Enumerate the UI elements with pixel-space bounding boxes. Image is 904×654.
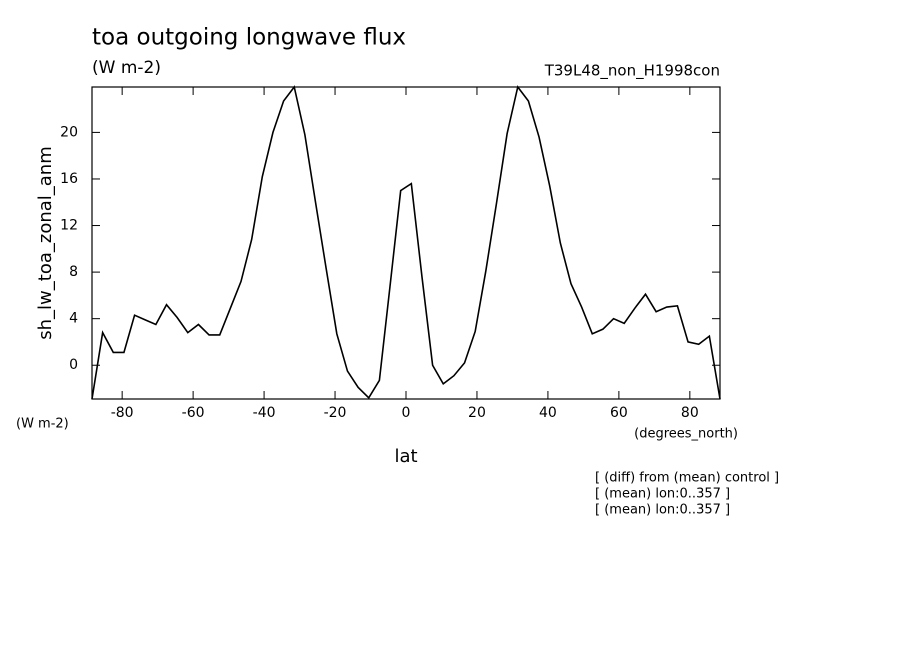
note: [ (mean) lon:0..357 ] — [595, 503, 730, 518]
x-axis-label: lat — [394, 446, 417, 467]
plot-frame — [91, 86, 721, 400]
note: [ (diff) from (mean) control ] — [595, 471, 779, 486]
x-tick-label: -20 — [324, 405, 347, 421]
x-tick-label: 20 — [468, 405, 486, 421]
y-tick-label: 20 — [60, 124, 78, 140]
data-line — [91, 85, 721, 400]
y-tick-label: 0 — [69, 357, 78, 373]
x-tick-label: 80 — [681, 405, 699, 421]
y-tick-label: 16 — [60, 171, 78, 187]
y-axis-units: (W m-2) — [16, 417, 69, 432]
x-tick-label: -60 — [182, 405, 205, 421]
x-axis-units: (degrees_north) — [634, 427, 738, 442]
y-tick-label: 12 — [60, 218, 78, 234]
x-tick-label: -40 — [253, 405, 276, 421]
x-tick-label: 60 — [610, 405, 628, 421]
x-tick-label: -80 — [111, 405, 134, 421]
x-tick-label: 40 — [539, 405, 557, 421]
chart-title: toa outgoing longwave flux — [92, 25, 406, 51]
x-tick-label: 0 — [402, 405, 411, 421]
dataset-label: T39L48_non_H1998con — [544, 62, 720, 81]
y-tick-label: 8 — [69, 264, 78, 280]
y-tick-label: 4 — [69, 311, 78, 327]
note: [ (mean) lon:0..357 ] — [595, 487, 730, 502]
y-axis-label: sh_lw_toa_zonal_anm — [35, 146, 56, 339]
chart-subtitle: (W m-2) — [92, 58, 161, 78]
